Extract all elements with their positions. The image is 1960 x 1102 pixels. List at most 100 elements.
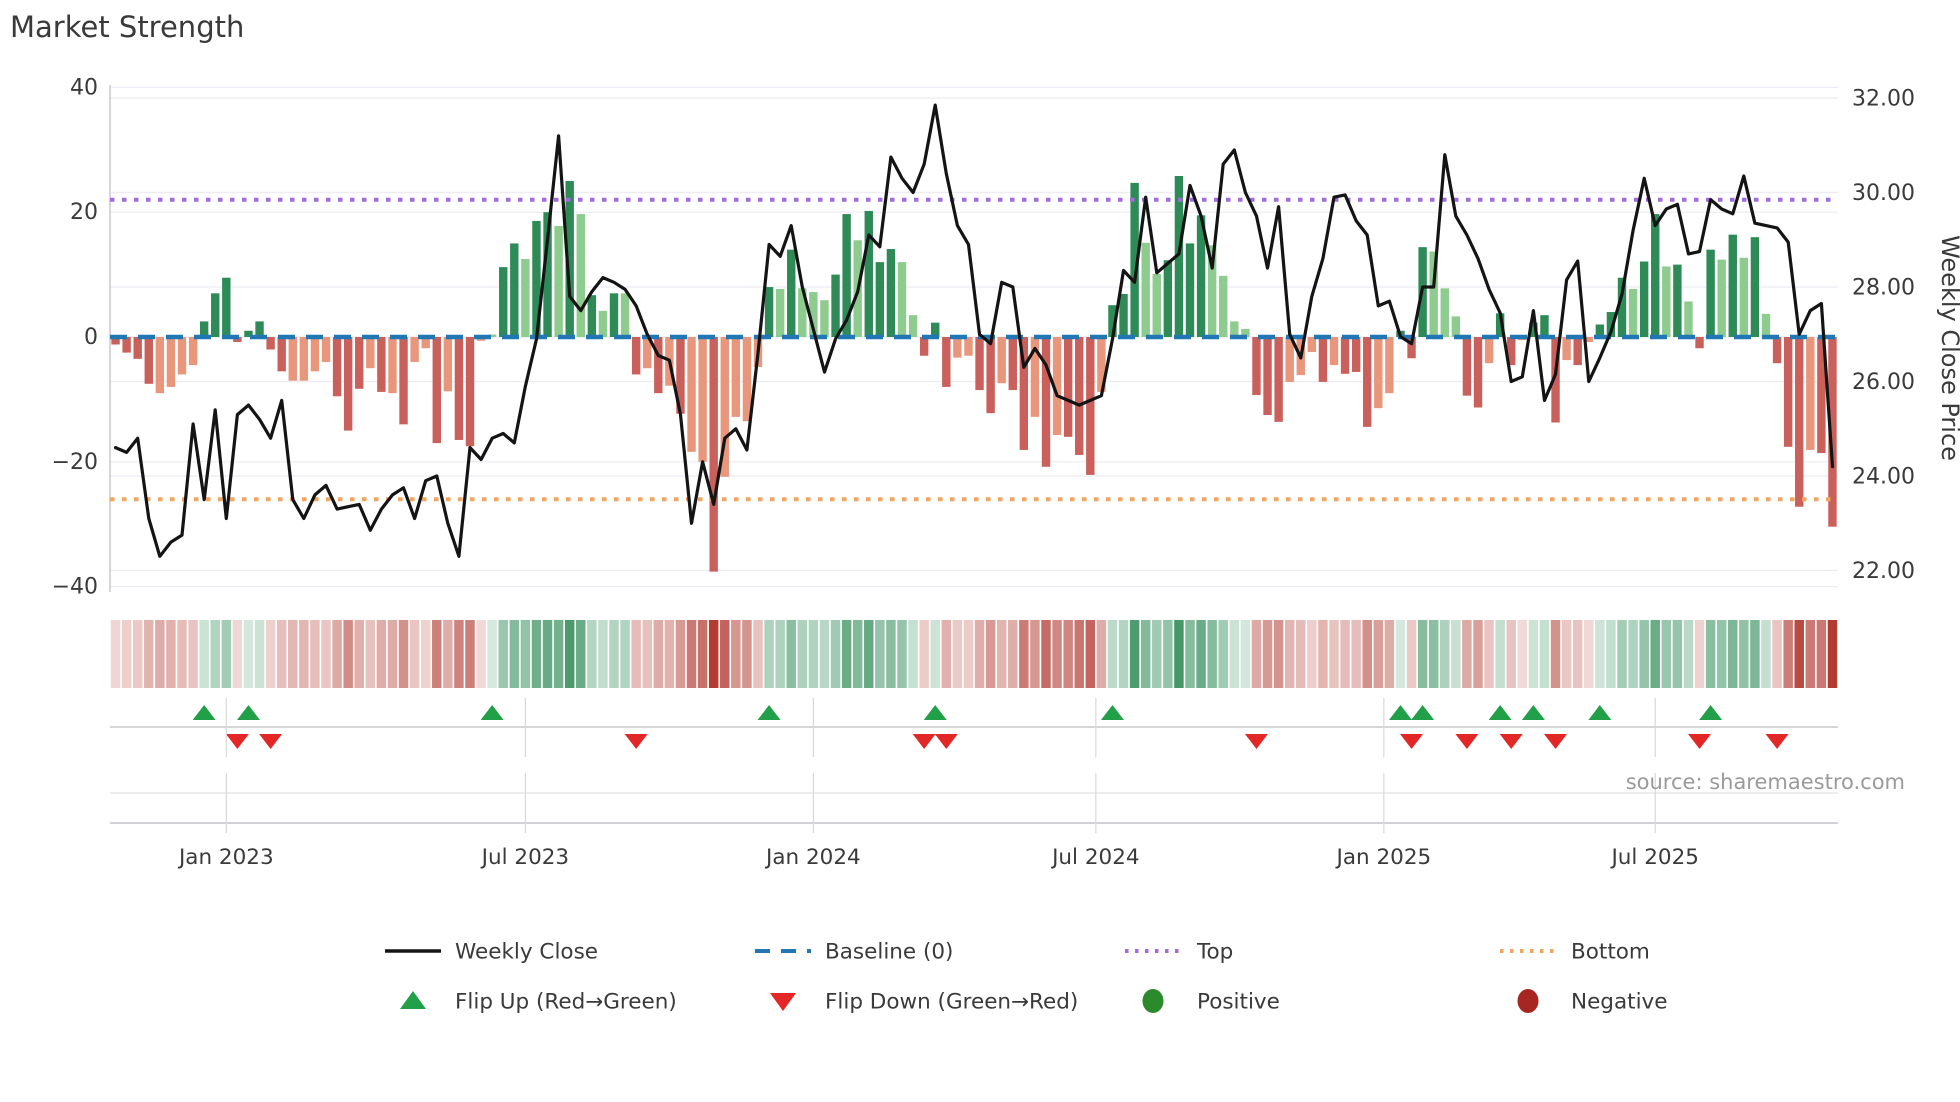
strength-bar	[255, 321, 264, 337]
heatmap-cell	[1041, 620, 1051, 688]
heatmap-cell	[243, 620, 254, 688]
strength-bar	[299, 337, 309, 381]
strength-bar	[1606, 312, 1616, 337]
heatmap-cell	[1672, 620, 1683, 688]
strength-bar	[1750, 237, 1760, 337]
heatmap-cell	[210, 620, 220, 688]
strength-bar	[310, 337, 320, 372]
heatmap-cell	[177, 620, 187, 688]
flip-down-marker	[225, 734, 249, 749]
heatmap-cell	[1251, 620, 1262, 688]
heatmap-cell	[686, 620, 697, 688]
heatmap-cell	[1650, 620, 1660, 688]
strength-bar	[1086, 337, 1095, 475]
strength-bar	[532, 220, 541, 337]
strength-bar	[133, 337, 142, 359]
heatmap-cell	[1052, 620, 1062, 688]
heatmap-cell	[1539, 620, 1550, 688]
heatmap-cell	[963, 620, 974, 688]
heatmap-cell	[1495, 620, 1505, 688]
heatmap-cell	[631, 620, 641, 688]
strength-bar	[388, 337, 397, 394]
heatmap-cell	[1152, 620, 1162, 688]
strength-bar	[1473, 337, 1483, 408]
heatmap-cell	[1107, 620, 1118, 688]
heatmap-cell	[155, 620, 165, 688]
strength-bar	[487, 334, 497, 337]
flip-up-marker	[192, 705, 216, 720]
heatmap-cell	[387, 620, 398, 688]
strength-bar	[1783, 337, 1793, 447]
heatmap-cell	[808, 620, 819, 688]
strength-bar	[1706, 249, 1715, 337]
heatmap-cell	[675, 620, 686, 688]
heatmap-cell	[1296, 620, 1306, 688]
heatmap-cell	[454, 620, 464, 688]
strength-bar	[620, 293, 630, 337]
strength-bar	[587, 295, 597, 337]
heatmap-cell	[875, 620, 885, 688]
strength-bar	[421, 337, 430, 349]
strength-bar	[742, 337, 752, 422]
heatmap-cell	[1661, 620, 1672, 688]
strength-bar	[366, 337, 375, 369]
heatmap-cell	[609, 620, 619, 688]
strength-bar	[1019, 337, 1029, 450]
strength-bar	[986, 337, 995, 414]
heatmap-cell	[1362, 620, 1372, 688]
heatmap-strip	[110, 620, 1838, 688]
strength-bar	[1728, 234, 1737, 337]
heatmap-cell	[1163, 620, 1173, 688]
x-tick-label: Jan 2025	[1334, 845, 1431, 870]
flip-up-marker	[1699, 705, 1723, 720]
strength-bar	[1351, 337, 1361, 372]
heatmap-cell	[1406, 620, 1417, 688]
flip-down-marker	[1765, 734, 1789, 749]
strength-bar	[720, 337, 729, 477]
strength-bar	[1263, 337, 1272, 415]
strength-bar	[997, 337, 1006, 384]
heatmap-cell	[1373, 620, 1384, 688]
heatmap-cell	[642, 620, 652, 688]
heatmap-cell	[653, 620, 664, 688]
reference-lines	[110, 197, 1838, 502]
heatmap-cell	[830, 620, 841, 688]
strength-bar	[1761, 313, 1771, 337]
heatmap-cell	[398, 620, 409, 688]
heatmap-cell	[985, 620, 996, 688]
heatmap-cell	[974, 620, 985, 688]
heatmap-cell	[742, 620, 752, 688]
heatmap-cell	[1628, 620, 1638, 688]
heatmap-cell	[476, 620, 486, 688]
strength-bar	[432, 337, 441, 444]
strength-bar	[654, 337, 663, 394]
heatmap-cell	[288, 620, 298, 688]
heatmap-cell	[1451, 620, 1461, 688]
heatmap-cell	[188, 620, 198, 688]
strength-bar	[1174, 176, 1184, 337]
legend-swatch-circle	[1142, 989, 1164, 1013]
strength-bar	[1639, 261, 1649, 337]
heatmap-cell	[144, 620, 154, 688]
flip-down-marker	[1544, 734, 1568, 749]
strength-bar	[1573, 337, 1582, 366]
strength-bar	[942, 337, 951, 387]
strength-bar	[1075, 337, 1084, 455]
strength-bar	[465, 337, 475, 447]
flip-markers	[110, 705, 1838, 749]
heatmap-cell	[697, 620, 708, 688]
strength-bar	[1152, 273, 1161, 337]
strength-bar	[1584, 337, 1593, 342]
heatmap-cell	[1218, 620, 1228, 688]
strength-bar	[355, 337, 364, 389]
strength-bar	[787, 249, 796, 337]
heatmap-cell	[553, 620, 564, 688]
strength-bar	[1219, 275, 1228, 337]
strength-bar	[919, 337, 929, 356]
strength-bar	[565, 181, 574, 337]
strength-bar	[199, 321, 209, 337]
left-tick-label: 0	[84, 325, 98, 350]
strength-bar	[233, 337, 242, 342]
price-tick-label: 30.00	[1852, 181, 1915, 206]
weekly-close-path	[113, 103, 1835, 558]
